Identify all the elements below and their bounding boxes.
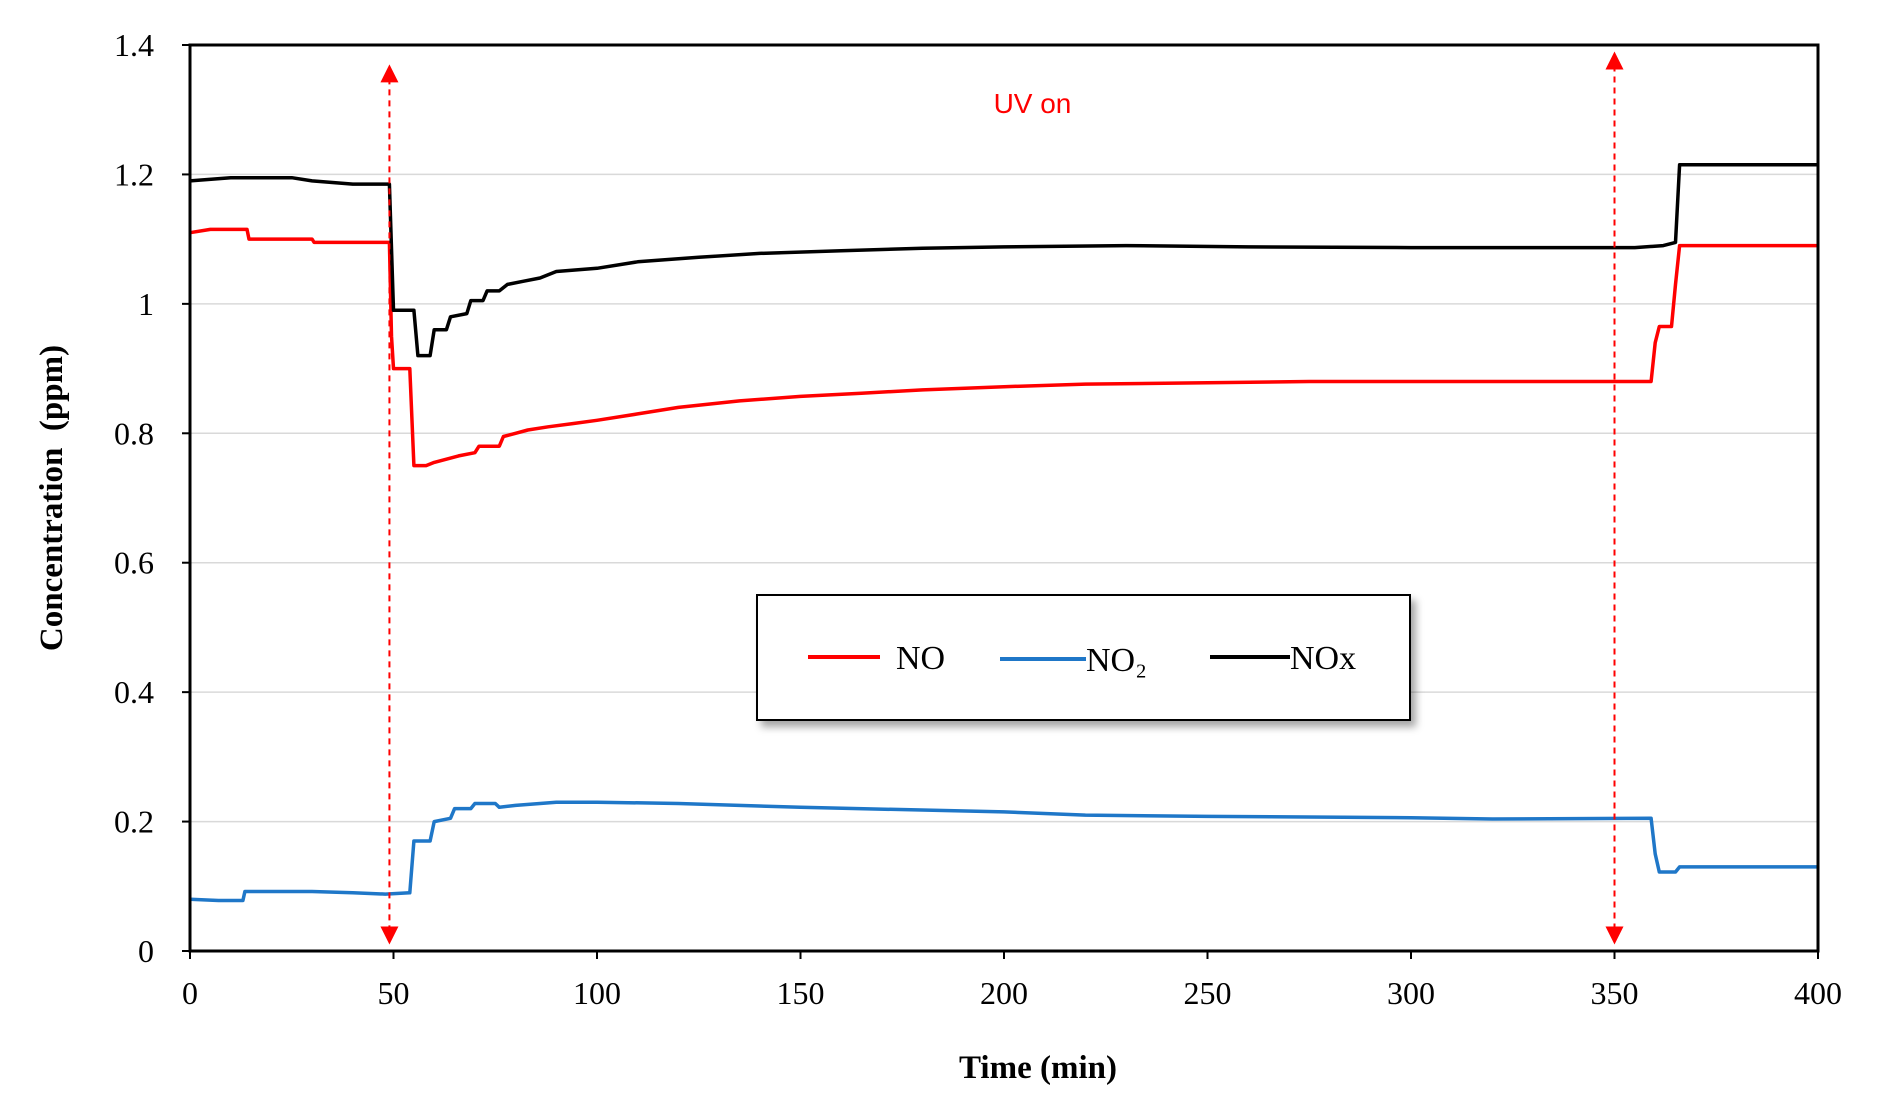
y-tick-label-5: 1 [138,286,154,322]
x-tick-label-0: 0 [182,975,198,1011]
y-tick-label-4: 0.8 [114,415,154,451]
legend: NO NO₂ NOx [756,594,1411,721]
x-tick-label-8: 400 [1794,975,1842,1011]
uv-marker-arrow-top-0 [380,64,399,83]
y-tick-label-1: 0.2 [114,804,154,840]
x-tick-label-5: 250 [1184,975,1232,1011]
uv-on-annotation: UV on [994,88,1072,119]
series-line-nox [189,162,1818,358]
y-tick-label-3: 0.6 [114,545,154,581]
uv-markers [380,51,1624,945]
y-tick-label-0: 0 [138,933,154,969]
y-tick-label-7: 1.4 [114,27,154,63]
legend-item-nox: NOx [1210,640,1356,677]
legend-label-nox: NOx [1290,640,1356,677]
x-tick-label-2: 100 [573,975,621,1011]
x-tick-label-3: 150 [777,975,825,1011]
series-line-no [189,800,1818,903]
gridlines [190,173,1818,823]
legend-item-no: NO [808,640,945,677]
legend-label-no: NO [896,640,945,677]
x-axis-label: Time (min) [959,1050,1117,1086]
x-tick-label-7: 350 [1591,975,1639,1011]
y-axis-ticks: 0 0.2 0.4 0.6 0.8 1 1.2 1.4 [114,27,190,969]
series-line-no [189,227,1818,468]
legend-label-no2: NO₂ [1086,642,1147,679]
y-tick-label-6: 1.2 [114,156,154,192]
x-axis-ticks: 0 50 100 150 200 250 300 350 400 [182,951,1842,1011]
x-tick-label-6: 300 [1387,975,1435,1011]
uv-marker-arrow-top-1 [1605,51,1624,70]
x-tick-label-4: 200 [980,975,1028,1011]
y-axis-label: Concentration (ppm) [34,345,70,651]
plot-area-frame [188,43,1820,953]
data-series [189,162,1818,903]
uv-marker-arrow-bottom-1 [1605,926,1624,945]
x-tick-label-1: 50 [378,975,410,1011]
uv-marker-arrow-bottom-0 [380,926,399,945]
legend-item-no2: NO₂ [1000,642,1147,679]
y-tick-label-2: 0.4 [114,674,154,710]
